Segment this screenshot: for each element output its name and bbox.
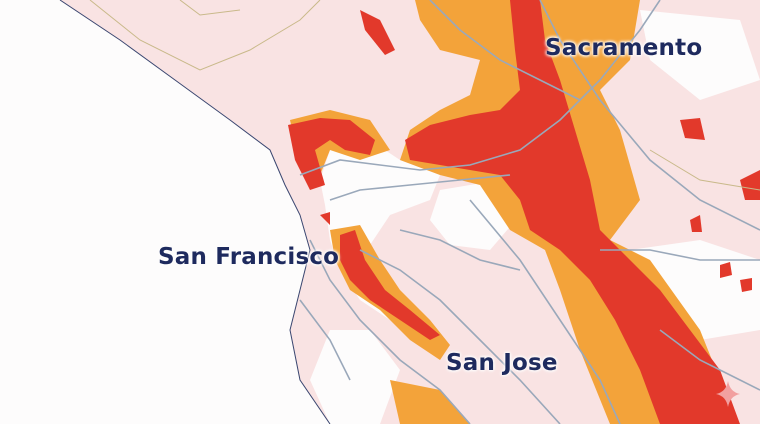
coastline bbox=[59, 0, 331, 424]
city-label-sacramento: Sacramento bbox=[545, 35, 703, 61]
city-label-san-jose: San Jose bbox=[446, 350, 558, 376]
inland-patch bbox=[640, 10, 760, 100]
inland-patch bbox=[310, 330, 400, 424]
bay-water bbox=[320, 140, 440, 345]
road-network bbox=[299, 0, 760, 424]
county-boundaries bbox=[89, 0, 760, 191]
city-label-san-francisco: San Francisco bbox=[158, 244, 340, 270]
sparkle-icon bbox=[716, 381, 740, 407]
high-zones bbox=[288, 0, 760, 424]
